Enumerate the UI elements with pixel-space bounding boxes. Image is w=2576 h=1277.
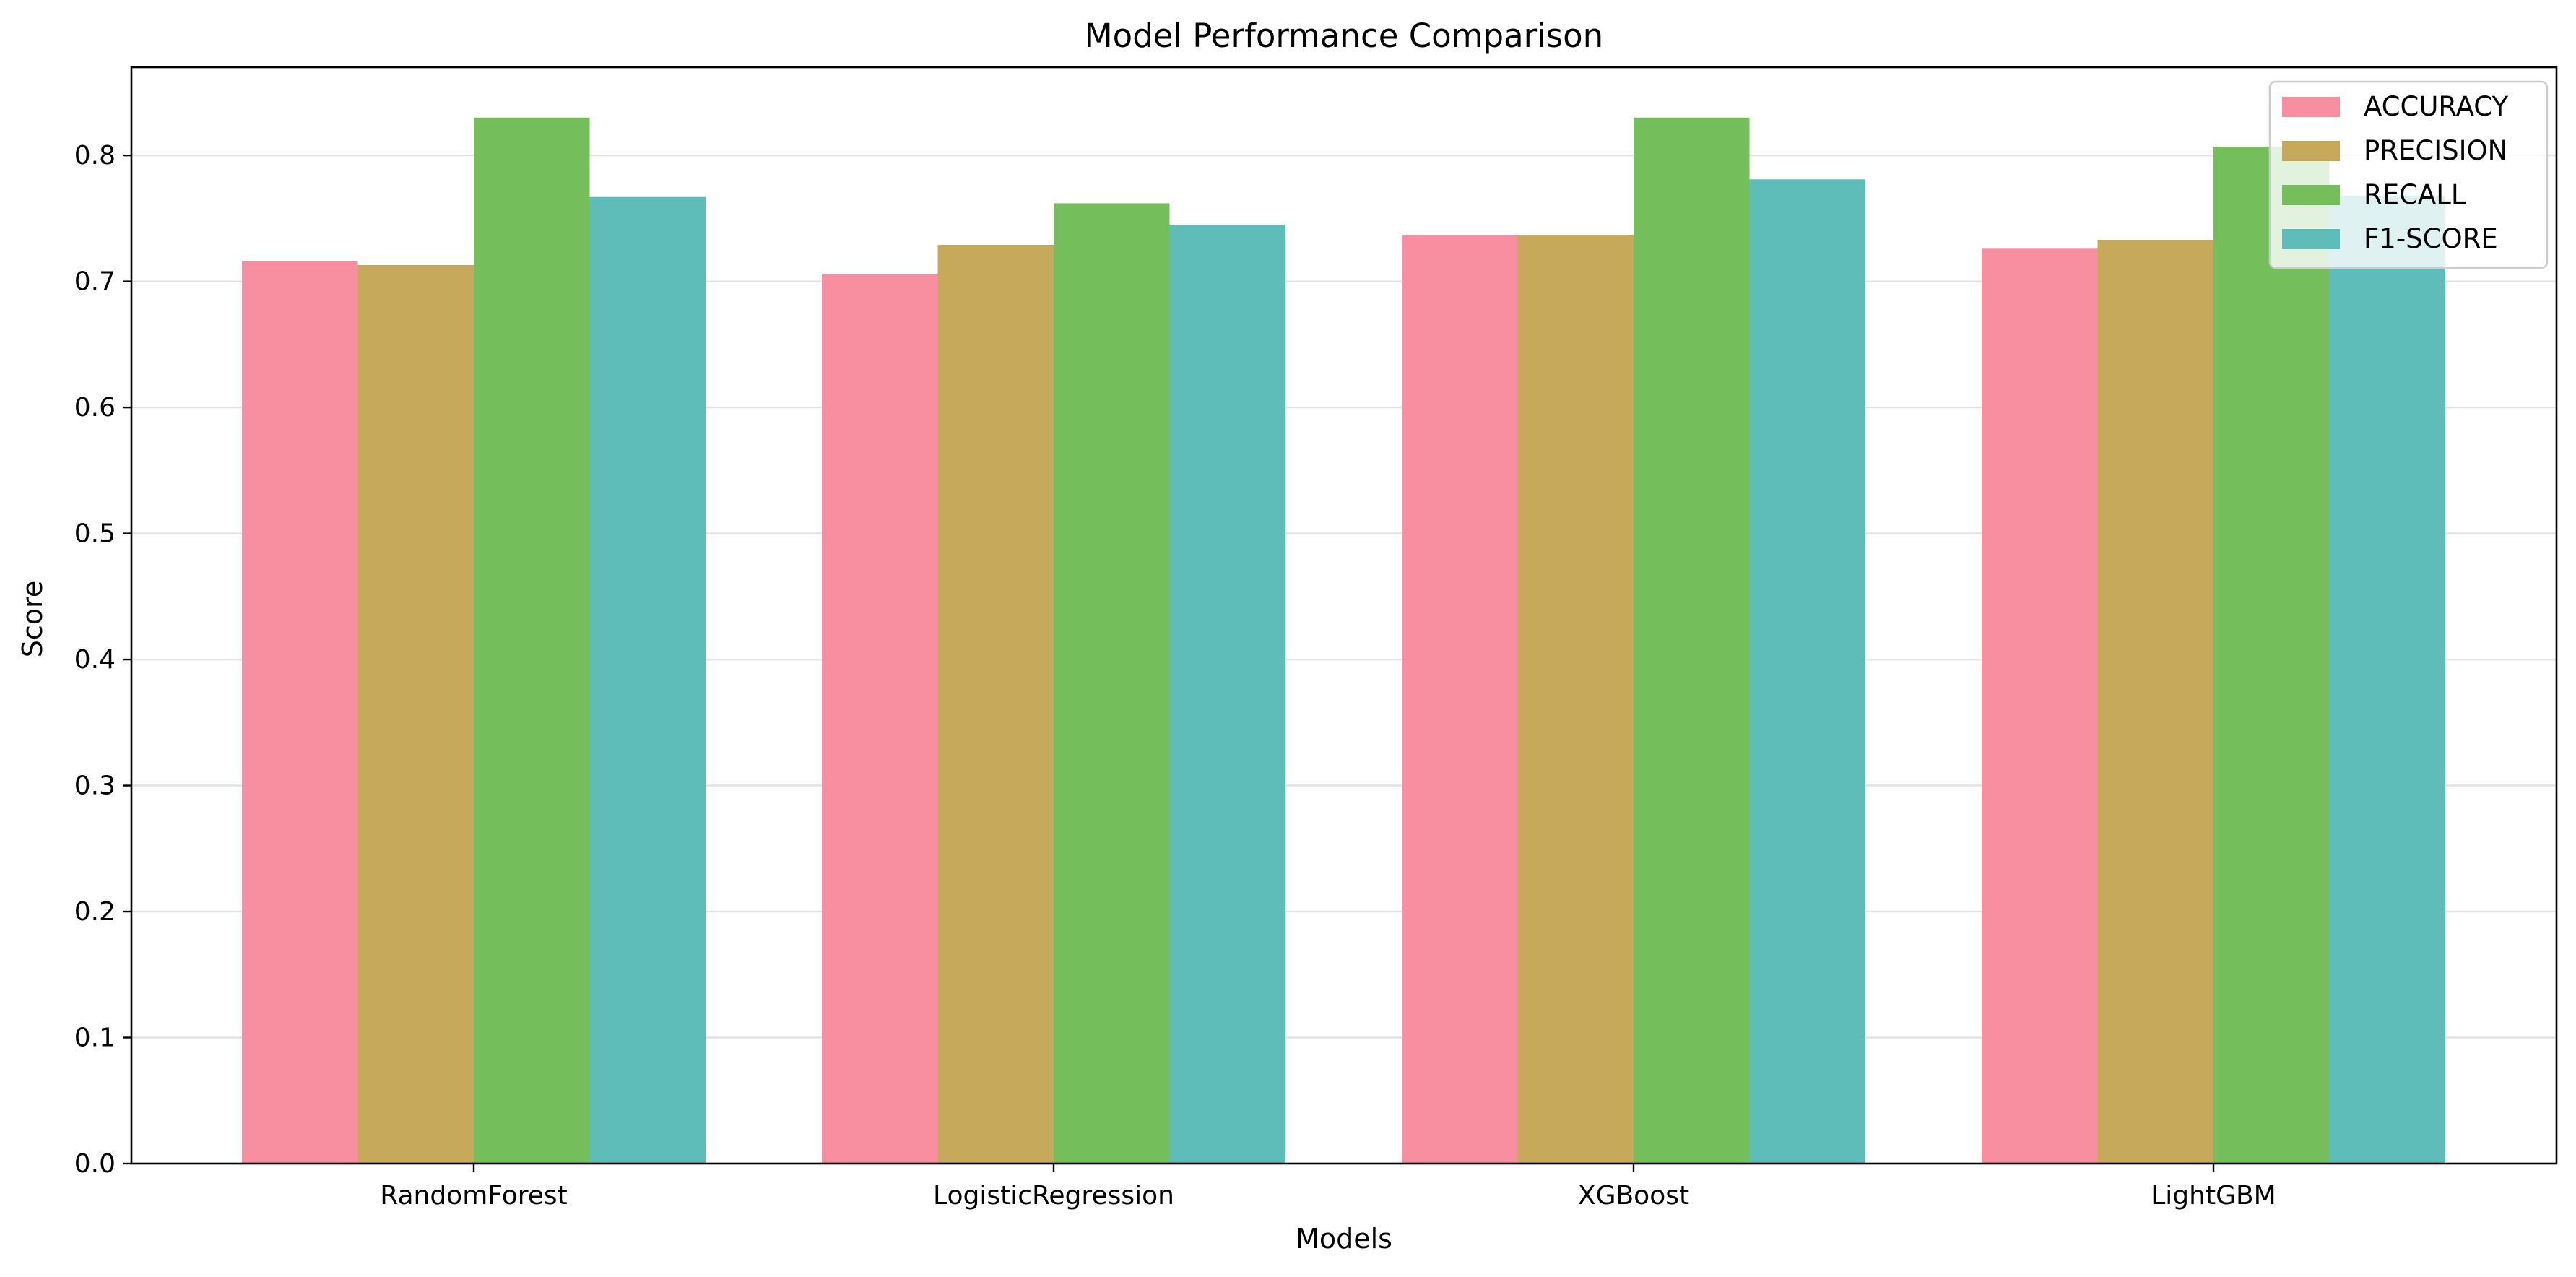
y-tick-label: 0.0	[74, 1149, 116, 1179]
y-axis-label: Score	[17, 581, 48, 657]
x-tick-label: LightGBM	[2151, 1181, 2276, 1211]
y-tick-label: 0.1	[74, 1023, 116, 1053]
bar-accuracy-lightgbm	[1982, 248, 2098, 1164]
legend: ACCURACY PRECISION RECALL F1-SCORE	[2268, 80, 2549, 269]
legend-swatch	[2282, 229, 2340, 249]
bar-precision-randomforest	[357, 264, 474, 1164]
legend-swatch	[2282, 97, 2340, 117]
bar-precision-logisticregression	[937, 245, 1054, 1164]
bar-precision-xgboost	[1517, 235, 1634, 1164]
chart-title: Model Performance Comparison	[1085, 17, 1603, 55]
plot-frame	[130, 66, 2558, 1165]
legend-swatch	[2282, 185, 2340, 205]
axes	[130, 66, 2558, 1165]
bar-recall-lightgbm	[2213, 146, 2330, 1164]
y-tick-label: 0.3	[74, 771, 116, 801]
y-tick-label: 0.5	[74, 519, 116, 549]
bars	[242, 117, 2445, 1164]
legend-swatch	[2282, 141, 2340, 161]
y-tick-label: 0.6	[74, 393, 116, 423]
y-tick-label: 0.7	[74, 267, 116, 297]
legend-label: F1-SCORE	[2364, 223, 2498, 254]
legend-label: ACCURACY	[2364, 91, 2508, 122]
legend-label: PRECISION	[2364, 135, 2507, 166]
x-axis-label: Models	[1296, 1223, 1392, 1255]
ticks: 0.0 0.1 0.2 0.3 0.4 0.5 0.6 0.7 0.8 RandomForest L…	[74, 141, 2276, 1211]
x-tick-label: RandomForest	[380, 1181, 568, 1211]
legend-box	[2268, 80, 2549, 269]
bar-recall-logisticregression	[1054, 203, 1170, 1164]
bar-accuracy-logisticregression	[822, 274, 938, 1164]
bar-precision-lightgbm	[2097, 240, 2213, 1164]
y-tick-label: 0.8	[74, 141, 116, 170]
bar-recall-xgboost	[1634, 117, 1750, 1164]
bar-accuracy-xgboost	[1402, 235, 1518, 1164]
x-tick-label: XGBoost	[1578, 1181, 1689, 1211]
bar-f1-score-lightgbm	[2329, 195, 2445, 1164]
bar-accuracy-randomforest	[242, 261, 358, 1164]
y-tick-label: 0.2	[74, 897, 116, 927]
bar-recall-randomforest	[474, 117, 590, 1164]
legend-label: RECALL	[2364, 179, 2466, 210]
bar-f1-score-logisticregression	[1169, 225, 1285, 1164]
y-tick-label: 0.4	[74, 645, 116, 675]
x-tick-label: LogisticRegression	[933, 1181, 1174, 1211]
bar-f1-score-randomforest	[589, 196, 706, 1164]
bar-f1-score-xgboost	[1749, 179, 1865, 1164]
